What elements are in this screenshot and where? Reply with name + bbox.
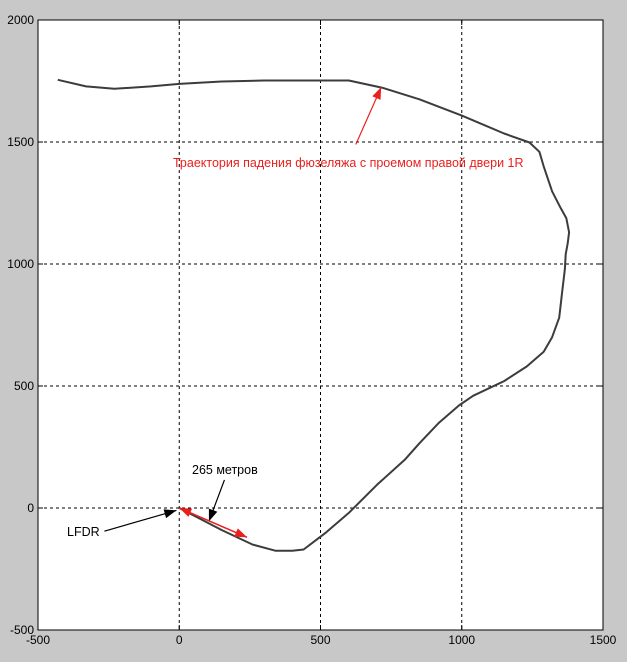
annotation-arrow-head [208, 508, 218, 522]
annotation-arrow-line [104, 509, 177, 532]
plot-area [38, 20, 603, 630]
annotation-lfdr: LFDR [67, 525, 100, 539]
x-tick-label: -500 [26, 633, 50, 647]
y-tick-label: -500 [10, 623, 34, 637]
x-tick-label: 0 [176, 633, 183, 647]
y-tick-label: 0 [27, 501, 34, 515]
y-tick-label: 500 [14, 379, 34, 393]
axis-ticks: -500 0 500 1000 1500 -500 0 500 1000 1500 2000 [7, 13, 616, 647]
x-tick-label: 500 [310, 633, 330, 647]
trajectory-line [57, 78, 571, 552]
annotation-arrows [104, 86, 382, 538]
distance-arrow-line [178, 507, 248, 538]
x-tick-label: 1500 [590, 633, 617, 647]
annotation-arrow-head [372, 87, 382, 100]
y-tick-label: 2000 [7, 13, 34, 27]
annotation-arrow-head [163, 509, 177, 519]
distance-arrow-head-end [234, 528, 248, 538]
annotation-265-meters: 265 метров [192, 463, 258, 477]
y-tick-label: 1000 [7, 257, 34, 271]
x-tick-label: 1000 [448, 633, 475, 647]
annotation-red-trajectory: Траектория падения фюзеляжа с проемом пр… [173, 156, 524, 170]
series-group [57, 78, 571, 552]
distance-arrow-head-start [179, 508, 193, 517]
grid-lines [38, 20, 603, 630]
y-tick-label: 1500 [7, 135, 34, 149]
